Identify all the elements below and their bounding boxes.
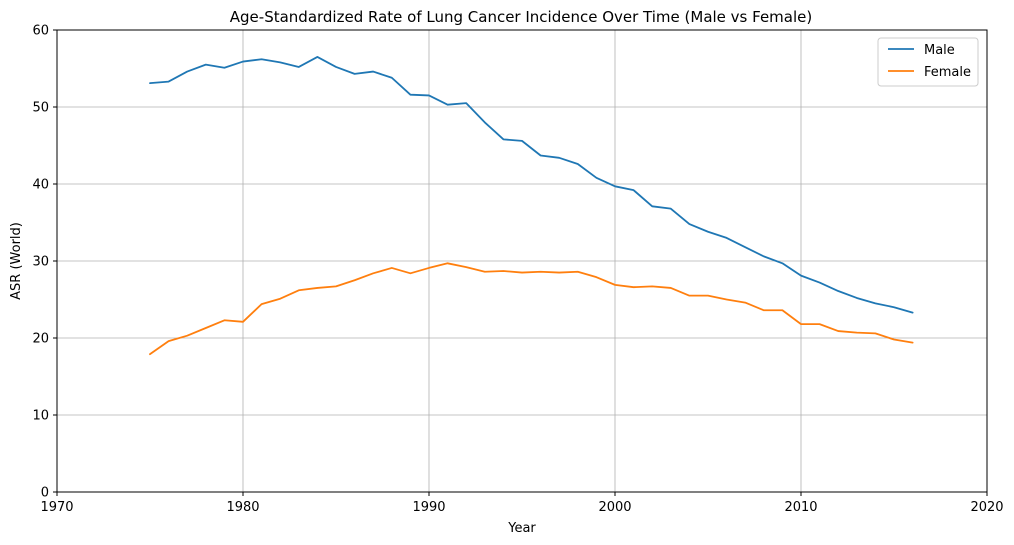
y-axis-label: ASR (World): [9, 222, 24, 300]
legend-label-male: Male: [924, 43, 955, 58]
x-tick-label-2020: 2020: [970, 500, 1003, 515]
chart-title: Age-Standardized Rate of Lung Cancer Inc…: [230, 8, 812, 26]
series-lines: [149, 56, 914, 356]
y-tick-label-60: 60: [32, 24, 49, 39]
y-tick-label-30: 30: [32, 255, 49, 270]
x-axis-label: Year: [507, 521, 536, 536]
x-tick-label-1980: 1980: [226, 500, 259, 515]
y-tick-label-50: 50: [32, 101, 49, 116]
y-tick-label-20: 20: [32, 332, 49, 347]
series-line-male: [149, 56, 914, 314]
legend-box: [877, 37, 979, 87]
y-tick-label-40: 40: [32, 178, 49, 193]
x-tick-label-1990: 1990: [412, 500, 445, 515]
x-tick-label-2000: 2000: [598, 500, 631, 515]
grid-lines: [56, 29, 988, 493]
y-tick-label-0: 0: [41, 486, 49, 501]
legend-label-female: Female: [924, 65, 971, 80]
legend: Male Female: [877, 37, 979, 87]
axis-ticks: 1970 1980 1990 2000 2010 2020 0 10 20 30 40 50 60: [32, 24, 1003, 516]
x-tick-label-2010: 2010: [784, 500, 817, 515]
y-tick-label-10: 10: [32, 409, 49, 424]
x-tick-label-1970: 1970: [40, 500, 73, 515]
series-line-female: [149, 262, 914, 356]
